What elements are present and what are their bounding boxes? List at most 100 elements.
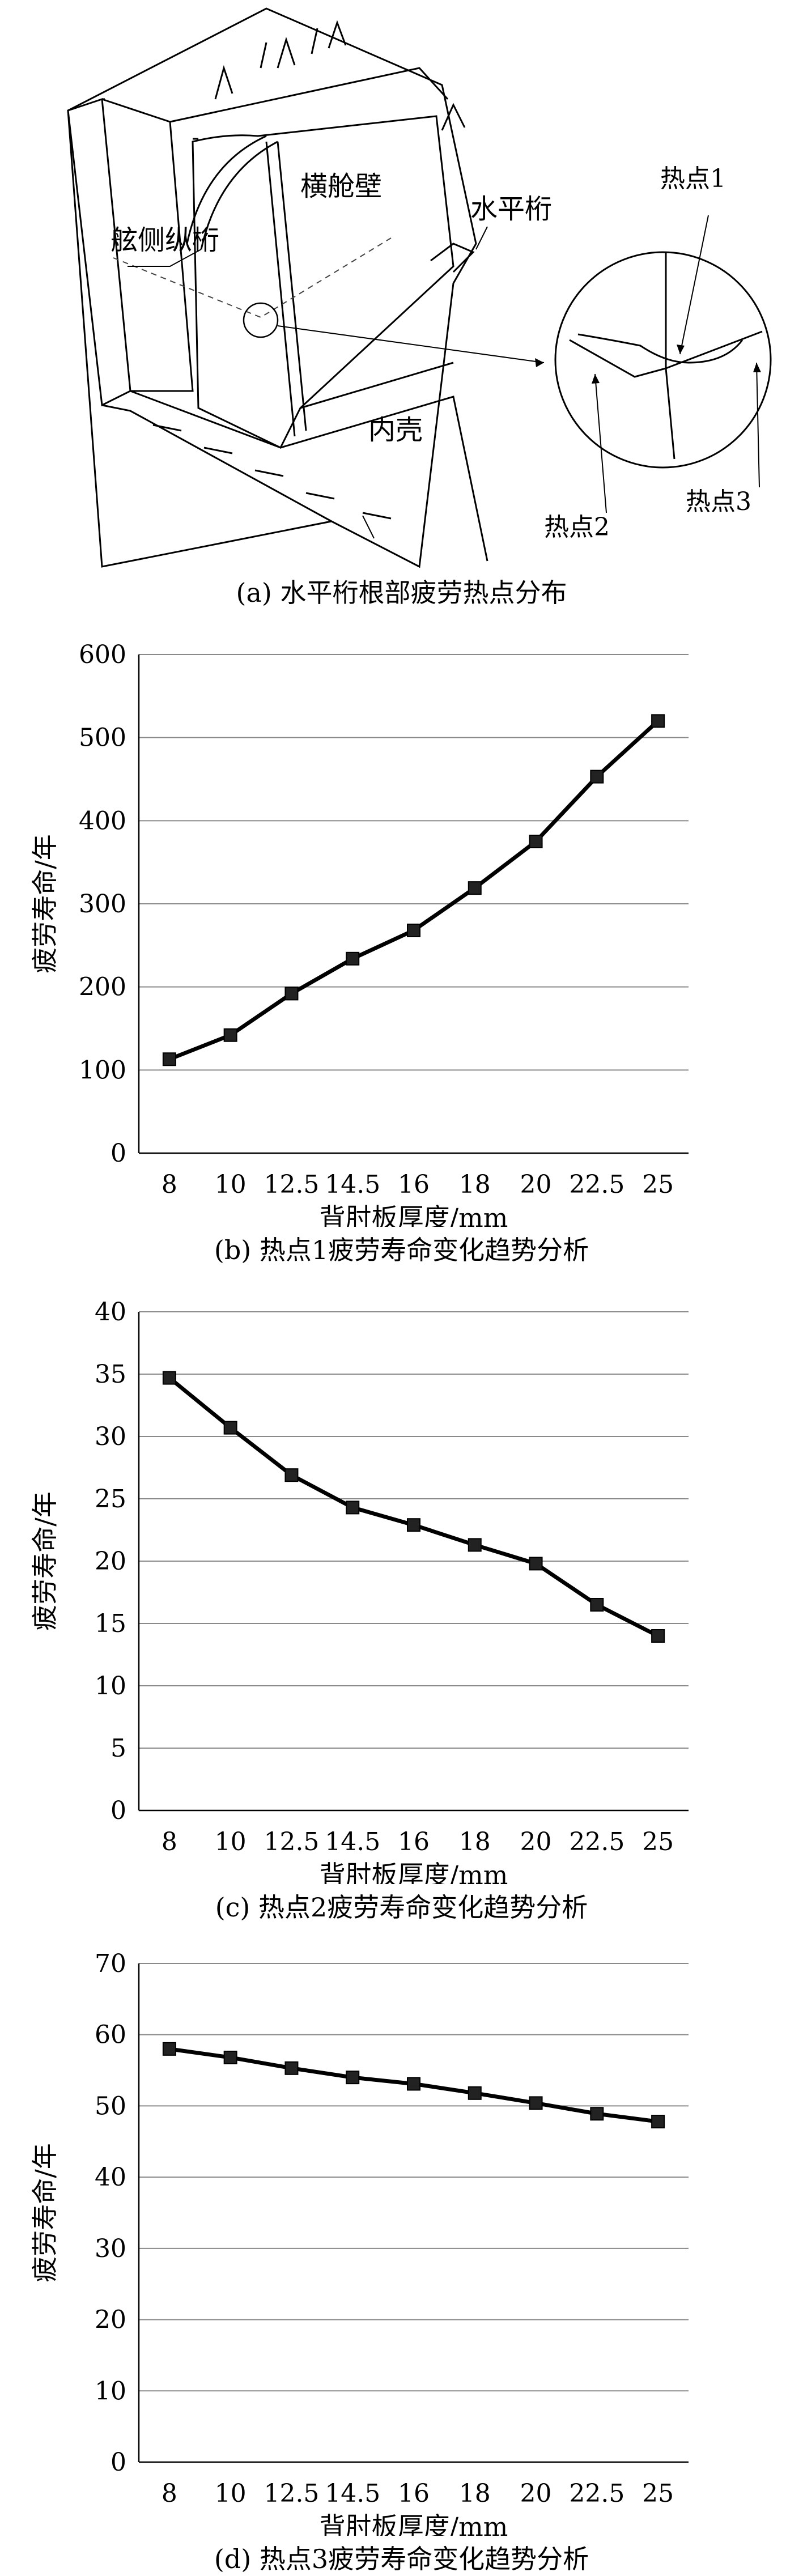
y-axis-label: 疲劳寿命/年	[29, 2143, 60, 2282]
x-tick-label: 20	[520, 2479, 552, 2508]
data-point-marker	[162, 2042, 176, 2056]
x-tick-label: 22.5	[569, 1170, 624, 1199]
x-tick-label: 10	[215, 1827, 247, 1856]
x-tick-label: 8	[162, 1170, 177, 1199]
y-tick-label: 0	[111, 2448, 126, 2477]
y-tick-label: 10	[95, 1672, 126, 1701]
data-point-marker	[407, 2077, 420, 2091]
data-point-marker	[223, 1028, 237, 1042]
caption-panel-d: (d) 热点3疲劳寿命变化趋势分析	[214, 2544, 589, 2574]
y-tick-label: 50	[95, 2092, 126, 2120]
hotspot-diagram: 横舱壁 水平桁 舷侧纵桁 内壳 热点1 热点2 热点3	[67, 7, 772, 568]
x-axis-label: 背肘板厚度/mm	[320, 1860, 508, 1884]
y-tick-label: 30	[95, 2234, 126, 2263]
caption-panel-a: (a) 水平桁根部疲劳热点分布	[236, 577, 567, 608]
data-point-marker	[346, 1500, 360, 1515]
data-point-marker	[162, 1052, 176, 1066]
data-point-marker	[651, 2115, 665, 2129]
x-tick-label: 16	[398, 1827, 430, 1856]
data-point-marker	[223, 2050, 237, 2064]
x-tick-label: 10	[215, 1170, 247, 1199]
x-tick-label: 12.5	[264, 1827, 319, 1856]
y-tick-label: 70	[95, 1949, 126, 1978]
panel-b-chart: 0 100 200 300 400 500 600 8 10 12.5 14.5 16 18 20 22.5…	[0, 632, 803, 1275]
x-tick-label: 18	[459, 1827, 491, 1856]
x-tick-label: 14.5	[325, 1170, 380, 1199]
panel-d-chart: 0 10 20 30 40 50 60 70 8 10 12.5 14.5 16 18 20 22.5 25 背肘…	[0, 1941, 803, 2574]
line-chart-hotspot3: 0 10 20 30 40 50 60 70 8 10 12.5 14.5 16 18 20 22.5 25 背肘…	[29, 1949, 689, 2542]
series-line	[168, 719, 660, 1061]
x-tick-label: 8	[162, 2479, 177, 2508]
caption-panel-c: (c) 热点2疲劳寿命变化趋势分析	[215, 1892, 588, 1923]
y-tick-label: 300	[79, 890, 126, 919]
label-inner-hull: 内壳	[368, 414, 423, 446]
x-tick-label: 18	[459, 2479, 491, 2508]
label-hotspot1: 热点1	[660, 164, 726, 193]
x-tick-label: 25	[642, 1170, 674, 1199]
data-point-marker	[407, 923, 420, 937]
y-tick-label: 600	[79, 640, 126, 669]
y-tick-label: 400	[79, 806, 126, 835]
y-axis-label: 疲劳寿命/年	[29, 834, 60, 974]
x-tick-label: 25	[642, 2479, 674, 2508]
data-point-marker	[529, 2096, 543, 2110]
data-point-marker	[284, 1468, 299, 1482]
data-point-marker	[284, 987, 299, 1001]
y-tick-label: 60	[95, 2021, 126, 2050]
x-tick-label: 14.5	[325, 2479, 380, 2508]
data-point-marker	[590, 2107, 604, 2121]
y-tick-label: 500	[79, 724, 126, 753]
x-tick-label: 12.5	[264, 2479, 319, 2508]
y-tick-label: 0	[111, 1139, 126, 1168]
x-tick-label: 22.5	[569, 1827, 624, 1856]
y-tick-label: 40	[95, 2163, 126, 2192]
caption-panel-b: (b) 热点1疲劳寿命变化趋势分析	[214, 1235, 589, 1265]
y-tick-label: 25	[95, 1485, 126, 1514]
data-point-marker	[346, 2071, 360, 2085]
y-tick-label: 5	[111, 1734, 126, 1763]
y-tick-label: 15	[95, 1609, 126, 1638]
x-tick-label: 10	[215, 2479, 247, 2508]
y-tick-label: 100	[79, 1056, 126, 1085]
y-tick-label: 30	[95, 1422, 126, 1451]
data-point-marker	[468, 2086, 482, 2100]
panel-c-chart: 0 5 10 15 20 25 30 35 40 8 10 12.5 14.5 16 18 20 22.5 25 背…	[0, 1289, 803, 1932]
label-side-longitudinal-girder: 舷侧纵桁	[111, 224, 219, 256]
y-tick-label: 35	[95, 1360, 126, 1389]
x-tick-label: 22.5	[569, 2479, 624, 2508]
data-point-marker	[468, 881, 482, 895]
x-axis-label: 背肘板厚度/mm	[320, 1202, 508, 1227]
x-tick-label: 20	[520, 1827, 552, 1856]
line-chart-hotspot1: 0 100 200 300 400 500 600 8 10 12.5 14.5 16 18 20 22.5…	[29, 640, 689, 1233]
data-point-marker	[468, 1538, 482, 1552]
label-bulkhead: 横舱壁	[300, 171, 382, 202]
x-tick-label: 12.5	[264, 1170, 319, 1199]
x-tick-label: 18	[459, 1170, 491, 1199]
data-point-marker	[651, 714, 665, 728]
x-tick-label: 16	[398, 2479, 430, 2508]
data-point-marker	[223, 1421, 237, 1435]
x-tick-label: 20	[520, 1170, 552, 1199]
line-chart-hotspot2: 0 5 10 15 20 25 30 35 40 8 10 12.5 14.5 16 18 20 22.5 25 背…	[29, 1298, 689, 1890]
x-tick-label: 8	[162, 1827, 177, 1856]
data-point-marker	[162, 1371, 176, 1385]
label-horizontal-girder: 水平桁	[470, 193, 552, 225]
y-tick-label: 40	[95, 1298, 126, 1327]
x-axis-label: 背肘板厚度/mm	[320, 2511, 508, 2536]
y-tick-label: 20	[95, 2306, 126, 2335]
data-point-marker	[651, 1629, 665, 1643]
x-tick-label: 14.5	[325, 1827, 380, 1856]
series-line	[168, 1376, 659, 1638]
x-tick-label: 25	[642, 1827, 674, 1856]
label-hotspot2: 热点2	[544, 513, 610, 542]
data-point-marker	[529, 835, 543, 848]
data-point-marker	[590, 1598, 604, 1612]
data-point-marker	[284, 2061, 299, 2075]
y-axis-label: 疲劳寿命/年	[29, 1491, 60, 1631]
data-point-marker	[407, 1518, 420, 1532]
data-point-marker	[529, 1557, 543, 1571]
x-tick-label: 16	[398, 1170, 430, 1199]
y-tick-label: 200	[79, 973, 126, 1002]
y-tick-label: 10	[95, 2377, 126, 2405]
data-point-marker	[590, 770, 604, 784]
